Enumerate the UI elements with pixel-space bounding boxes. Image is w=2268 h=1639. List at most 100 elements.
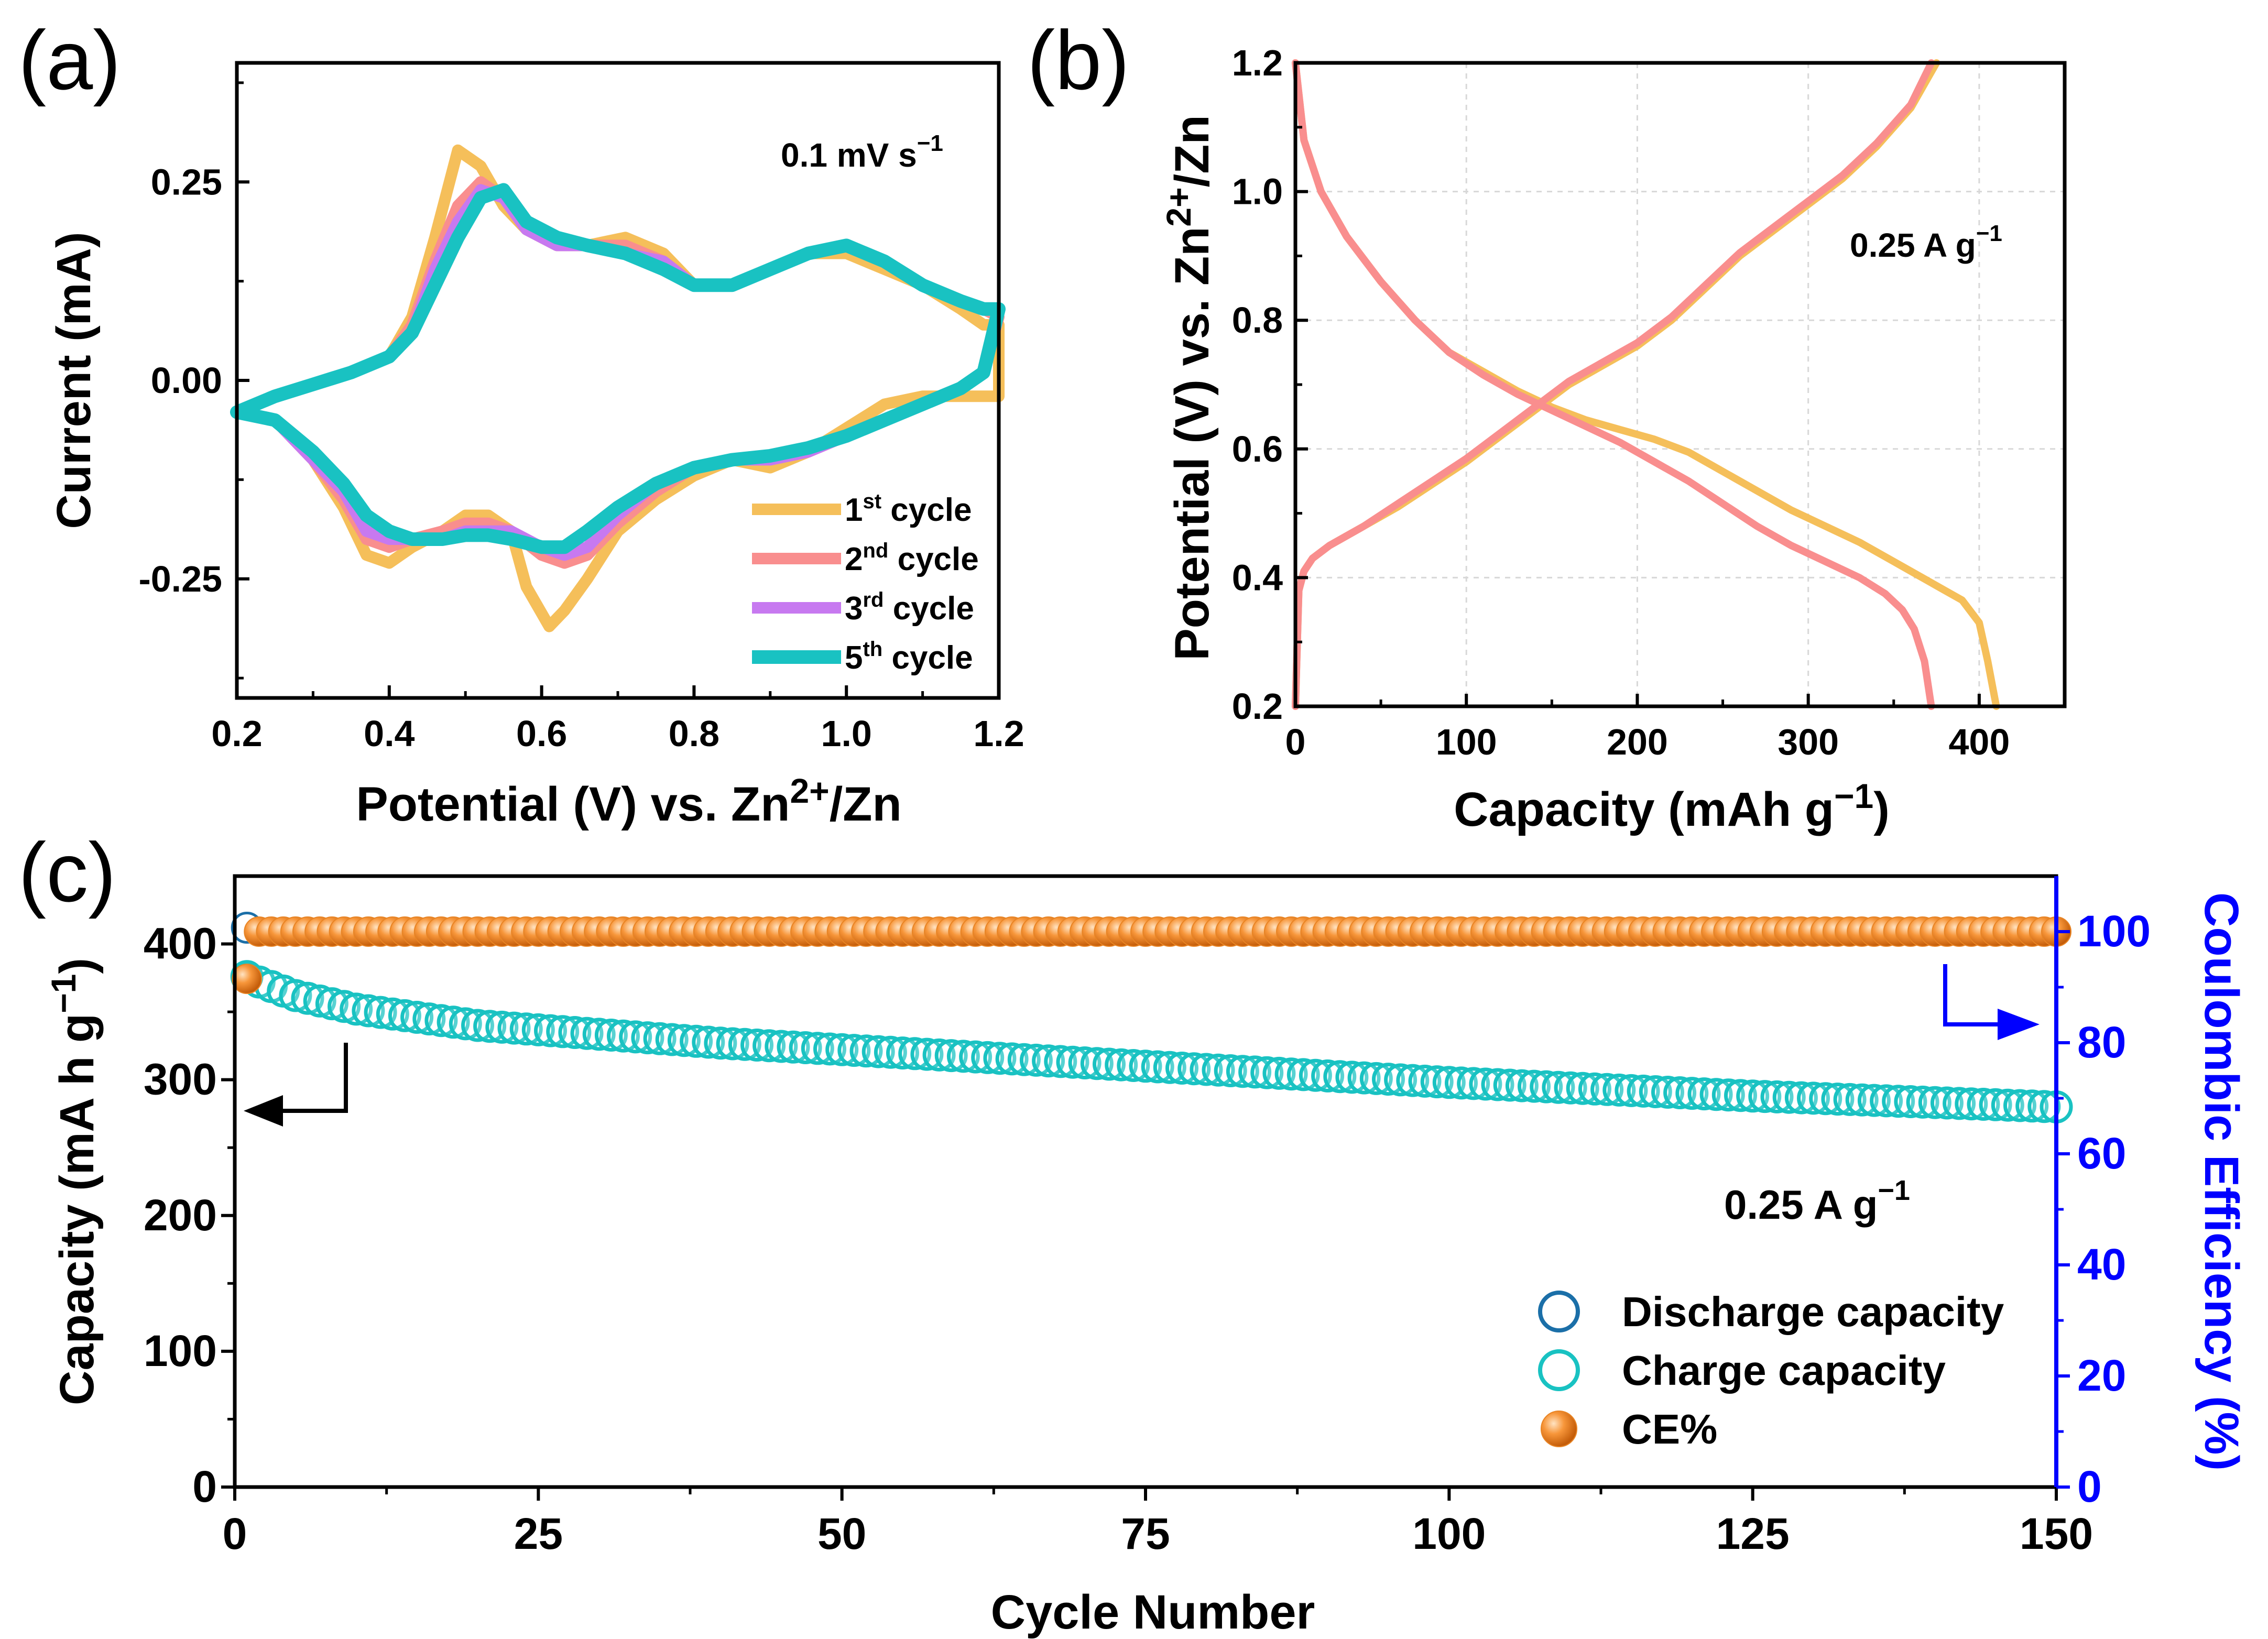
charge-point [376, 997, 409, 1031]
charge-point [1408, 1064, 1442, 1098]
panel-c-x-title: Cycle Number [991, 1586, 1315, 1639]
b-y-tick-label: 0.2 [1232, 686, 1283, 727]
charge-point [1821, 1083, 1855, 1116]
charge-point [934, 1039, 968, 1073]
panel-a-label: (a) [18, 13, 121, 107]
charge-point [1445, 1066, 1478, 1100]
panel-c-y-title: Capacity (mA h g−1) [44, 958, 104, 1405]
c-x-tick-label: 125 [1716, 1509, 1790, 1558]
charge-point [1068, 1046, 1102, 1079]
charge-point [1675, 1077, 1709, 1110]
charge-point [400, 1001, 434, 1034]
ce-point [232, 964, 263, 995]
charge-point [1019, 1043, 1053, 1077]
panel-b-current: 0.25 A g−1 [1850, 221, 2002, 264]
charge-point [1711, 1078, 1745, 1112]
c-x-tick-label: 75 [1121, 1509, 1170, 1558]
charge-point [1639, 1075, 1672, 1108]
charge-point [1384, 1063, 1418, 1097]
charge-point [1955, 1087, 1988, 1121]
charge-point [328, 990, 361, 1023]
charge-point [1906, 1085, 1939, 1119]
charge-point [1481, 1068, 1514, 1101]
charge-point [1918, 1086, 1951, 1119]
charge-point [1627, 1074, 1660, 1108]
b-y-tick-label: 0.8 [1232, 300, 1283, 341]
charge-point [1359, 1062, 1393, 1095]
charge-point [437, 1006, 470, 1039]
charge-point [692, 1025, 725, 1059]
panel-c-cycling: (c) 0 25 50 75 100 125 15001002003004000204060… [18, 825, 2248, 1639]
charge-point [680, 1024, 713, 1058]
charge-point [424, 1004, 458, 1037]
c-y-tick-label: 400 [144, 919, 217, 968]
charge-point [1882, 1085, 1915, 1118]
charge-point [1894, 1085, 1927, 1118]
charge-point [1117, 1049, 1150, 1082]
charge-point [1323, 1060, 1357, 1094]
c-y2-tick-label: 100 [2077, 906, 2151, 956]
c-x-tick-label: 100 [1412, 1509, 1486, 1558]
charge-point [1044, 1045, 1077, 1078]
charge-point [1469, 1067, 1502, 1101]
charge-point [1797, 1081, 1830, 1115]
charge-point [1262, 1056, 1296, 1090]
charge-point [1943, 1087, 1976, 1120]
charge-point [1080, 1047, 1114, 1080]
charge-point [388, 999, 421, 1032]
charge-point [340, 992, 373, 1026]
charge-point [874, 1035, 907, 1069]
charge-point [607, 1019, 640, 1053]
charge-point [1772, 1080, 1806, 1114]
charge-point [862, 1035, 895, 1068]
c-y2-tick-label: 40 [2077, 1240, 2126, 1289]
charge-point [1105, 1048, 1138, 1081]
b-x-tick-label: 400 [1948, 722, 2010, 762]
charge-point [753, 1029, 786, 1063]
charge-point [946, 1040, 980, 1073]
charge-point [412, 1002, 446, 1036]
charge-point [1153, 1051, 1186, 1084]
charge-point [995, 1042, 1029, 1076]
charge-point [825, 1033, 859, 1066]
c-y-tick-label: 200 [144, 1190, 217, 1240]
charge-point [716, 1027, 749, 1061]
charge-point [765, 1030, 798, 1063]
charge-point [1736, 1079, 1770, 1113]
panel-a-x-title: Potential (V) vs. Zn2+/Zn [356, 771, 901, 831]
charge-point [1457, 1067, 1490, 1100]
charge-point [789, 1031, 822, 1064]
charge-point [849, 1034, 883, 1068]
charge-point [655, 1023, 689, 1056]
a-x-tick-label: 0.4 [364, 713, 415, 754]
panel-c-points [230, 912, 2073, 1123]
c-x-tick-label: 150 [2020, 1509, 2093, 1558]
charge-point [619, 1020, 652, 1054]
cv-curve-4 [230, 183, 1006, 554]
charge-point [534, 1014, 567, 1047]
charge-point [1372, 1063, 1405, 1096]
b-y-tick-label: 1.2 [1232, 42, 1283, 83]
charge-point [1991, 1088, 2024, 1122]
charge-point [2027, 1090, 2061, 1123]
charge-point [1651, 1076, 1684, 1109]
charge-point [1724, 1079, 1757, 1112]
charge-point [740, 1029, 773, 1062]
charge-point [910, 1037, 944, 1071]
legend-marker-2 [1538, 1349, 1580, 1391]
legend-label-2: Charge capacity [1622, 1347, 1946, 1394]
charge-point [1177, 1052, 1211, 1086]
charge-point [922, 1038, 956, 1072]
charge-point [1056, 1045, 1089, 1079]
charge-point [1542, 1070, 1575, 1104]
gcd-curve-3 [1292, 59, 1935, 710]
charge-point [1493, 1068, 1526, 1102]
c-x-tick-label: 50 [817, 1509, 866, 1558]
charge-point [1833, 1083, 1867, 1116]
charge-point [1784, 1081, 1818, 1114]
panel-b-x-title: Capacity (mAh g−1) [1454, 777, 1890, 836]
charge-point [582, 1018, 616, 1051]
legend-marker-1 [1538, 1291, 1580, 1332]
charge-point [1845, 1083, 1879, 1117]
charge-point [449, 1007, 482, 1041]
